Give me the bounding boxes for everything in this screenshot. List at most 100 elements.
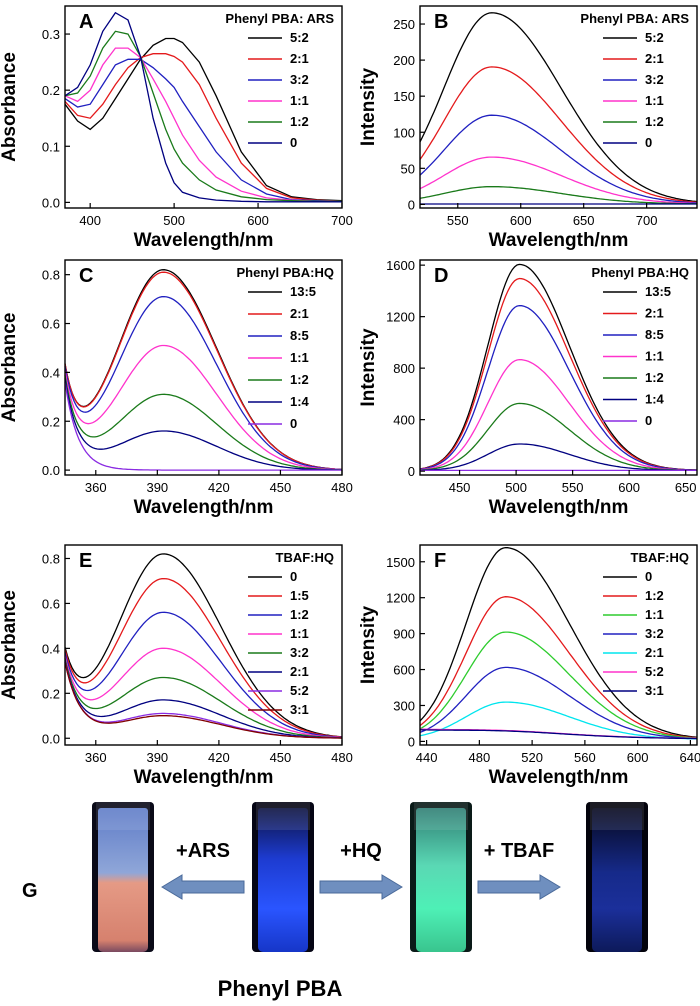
- panel-c-series-13-5: [64, 269, 343, 471]
- panel-d-y-tick-label: 1200: [386, 310, 415, 325]
- panel-e-y-tick-label: 0.2: [42, 686, 60, 701]
- panel-a-legend-label: 2:1: [290, 51, 309, 66]
- panel-e-legend-label: 0: [290, 569, 297, 584]
- panel-d-series-2-1: [419, 277, 697, 471]
- panel-e-series-1-5: [64, 577, 343, 738]
- panel-b-y-tick-label: 0: [408, 197, 415, 212]
- panel-c-y-tick-label: 0.4: [42, 365, 60, 380]
- panel-f-x-tick-label: 600: [627, 750, 649, 765]
- panel-a-series-3-2: [64, 58, 343, 202]
- panel-d-x-tick-label: 500: [505, 480, 527, 495]
- panel-c-y-tick-label: 0.6: [42, 317, 60, 332]
- panel-d-series-8-5: [419, 304, 698, 471]
- arrow-label-tbaf: + TBAF: [483, 840, 555, 862]
- panel-c-y-tick-label: 0.2: [42, 414, 60, 429]
- panel-b-x-tick-label: 650: [573, 213, 595, 228]
- panel-a-legend-label: 1:2: [290, 114, 309, 129]
- panel-f-legend-label: 1:1: [645, 607, 664, 622]
- panel-a-series-1-1: [64, 47, 342, 202]
- panel-e-legend-label: 1:2: [290, 607, 309, 622]
- panel-e-x-tick-label: 360: [85, 750, 107, 765]
- panel-d-letter: D: [434, 265, 448, 287]
- panel-a-x-tick-label: 400: [79, 213, 101, 228]
- panel-d-series-1-1: [419, 358, 698, 471]
- panel-c-series-0: [64, 382, 342, 471]
- panel-a-series-5-2: [64, 37, 343, 202]
- panel-e-legend-label: 5:2: [290, 683, 309, 698]
- panel-e-series-2-1: [64, 660, 343, 739]
- panel-d-y-tick-label: 400: [393, 413, 415, 428]
- panel-d-x-tick-label: 650: [675, 480, 697, 495]
- panel-b-y-tick-label: 250: [393, 17, 415, 32]
- panel-d-y-tick-label: 800: [393, 361, 415, 376]
- panel-c-x-axis-title: Wavelength/nm: [134, 497, 274, 518]
- arrow-right-icon: [319, 874, 403, 900]
- vial-phenyl-pba: [252, 802, 314, 952]
- panel-c-x-tick-label: 360: [85, 480, 107, 495]
- panel-c-x-tick-label: 450: [270, 480, 292, 495]
- panel-e-legend-label: 1:1: [290, 626, 309, 641]
- panel-b-x-axis-title: Wavelength/nm: [489, 230, 629, 251]
- panel-e-legend-label: 3:1: [290, 702, 309, 717]
- panel-e-legend-label: 2:1: [290, 664, 309, 679]
- spectra-figure: 400 500 600 7000.00.10.20.3Wavelength/nmAbs…: [0, 5, 700, 788]
- panel-f-frame: [419, 544, 698, 746]
- arrow-tbaf: + TBAF: [476, 840, 562, 900]
- panel-c-legend-label: 1:4: [290, 394, 310, 409]
- panel-d-x-tick-label: 550: [562, 480, 584, 495]
- panel-d-y-tick-label: 1600: [386, 258, 415, 273]
- panel-b-legend-label: 0: [645, 135, 652, 150]
- panel-e-legend-label: 3:2: [290, 645, 309, 660]
- panel-d-legend-label: 8:5: [645, 327, 664, 342]
- panel-c-y-axis-title: Absorbance: [0, 313, 20, 423]
- panel-d-frame: [419, 259, 698, 476]
- panel-b-series-5-2: [419, 12, 698, 203]
- panel-a-legend-title: Phenyl PBA: ARS: [225, 11, 334, 26]
- panel-b-y-tick-label: 50: [401, 161, 415, 176]
- vial-ars: [92, 802, 154, 952]
- panel-c-legend-label: 8:5: [290, 328, 309, 343]
- panel-b-x-tick-label: 700: [636, 213, 658, 228]
- panel-b-series-1-2: [419, 185, 697, 205]
- panel-e-frame: [64, 544, 343, 746]
- panel-b-legend-label: 1:2: [645, 114, 664, 129]
- panel-a-legend-label: 1:1: [290, 93, 309, 108]
- panel-f-x-axis-title: Wavelength/nm: [489, 767, 629, 788]
- arrow-label-hq: +HQ: [340, 840, 382, 862]
- panel-f-y-tick-label: 1200: [386, 591, 415, 606]
- panel-e-legend-title: TBAF:HQ: [276, 550, 335, 565]
- panel-d-legend-label: 13:5: [645, 284, 671, 299]
- panel-a-x-tick-label: 500: [163, 213, 185, 228]
- panel-f-x-tick-label: 480: [469, 750, 491, 765]
- panel-d-legend-label: 1:1: [645, 349, 664, 364]
- panel-f-legend-label: 0: [645, 569, 652, 584]
- panel-c-letter: C: [79, 265, 93, 287]
- panel-f-legend-label: 5:2: [645, 664, 664, 679]
- panel-a-letter: A: [79, 11, 93, 33]
- panel-d-x-tick-label: 600: [618, 480, 640, 495]
- panel-d-y-tick-label: 0: [408, 464, 415, 479]
- vial-hq: [410, 802, 472, 952]
- panel-e-series-0: [64, 553, 343, 738]
- arrow-ars: +ARS: [160, 840, 246, 900]
- panel-a-y-tick-label: 0.3: [42, 27, 60, 42]
- panel-d-legend-label: 2:1: [645, 306, 664, 321]
- panel-e-series-3-2: [64, 658, 343, 739]
- panel-f-y-tick-label: 600: [393, 663, 415, 678]
- panel-b-x-tick-label: 550: [447, 213, 469, 228]
- panel-e-y-tick-label: 0.6: [42, 596, 60, 611]
- panel-a-series-2-1: [64, 53, 343, 202]
- panel-letter-g: G: [22, 880, 38, 902]
- panel-a-y-axis-title: Absorbance: [0, 52, 20, 162]
- vial-tbaf: [586, 802, 648, 952]
- panel-f-x-tick-label: 560: [574, 750, 596, 765]
- panel-f-legend-title: TBAF:HQ: [631, 550, 690, 565]
- panel-c-legend-label: 1:2: [290, 372, 309, 387]
- panel-b-letter: B: [434, 11, 448, 33]
- panel-d-legend-label: 1:2: [645, 370, 664, 385]
- panel-d-series-1-2: [419, 402, 698, 471]
- panel-b-series-2-1: [419, 66, 698, 203]
- arrow-right-icon: [477, 874, 561, 900]
- panel-f-letter: F: [434, 550, 446, 572]
- panel-a-legend-label: 3:2: [290, 72, 309, 87]
